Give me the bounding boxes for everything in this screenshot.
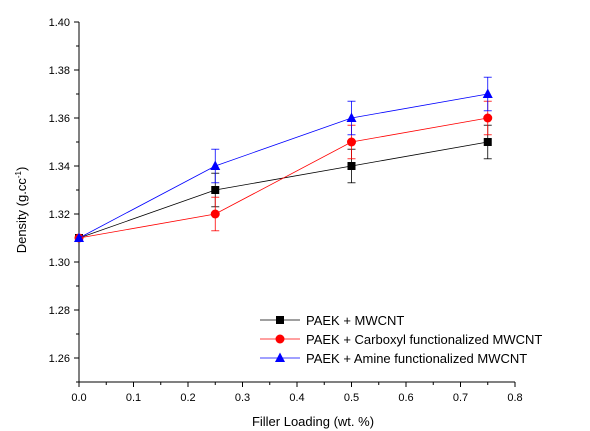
legend-marker bbox=[275, 352, 285, 362]
series-line bbox=[78, 93, 488, 239]
legend-label: PAEK + Carboxyl functionalized MWCNT bbox=[306, 332, 542, 347]
x-axis-label: Filler Loading (wt. %) bbox=[252, 414, 374, 429]
data-point bbox=[347, 162, 356, 170]
data-point bbox=[74, 232, 84, 242]
y-tick-label: 1.36 bbox=[49, 113, 70, 125]
legend-marker bbox=[276, 316, 284, 324]
x-tick-label: 0.2 bbox=[180, 392, 195, 404]
y-tick-label: 1.30 bbox=[49, 257, 70, 269]
series-line bbox=[78, 117, 488, 239]
y-axis-label: Density (g.cc-1) bbox=[14, 167, 29, 254]
x-tick-label: 0.5 bbox=[344, 392, 359, 404]
axes: 0.0 0.1 0.2 0.3 0.4 0.5 0.6 0.7 0.8 1.26 1.28 1.30 1… bbox=[49, 17, 523, 404]
series-3 bbox=[74, 76, 493, 242]
x-tick-label: 0.7 bbox=[453, 392, 468, 404]
data-point bbox=[483, 113, 493, 123]
legend-item-3: PAEK + Amine functionalized MWCNT bbox=[260, 351, 527, 366]
y-axis-label-tail: ) bbox=[14, 167, 29, 171]
legend: PAEK + MWCNT PAEK + Carboxyl functionaliz… bbox=[260, 313, 542, 366]
y-axis-label-main: Density (g.cc bbox=[14, 178, 29, 254]
x-tick-label: 0.6 bbox=[398, 392, 413, 404]
y-tick-label: 1.26 bbox=[49, 353, 70, 365]
legend-item-2: PAEK + Carboxyl functionalized MWCNT bbox=[260, 332, 542, 347]
y-tick-label: 1.38 bbox=[49, 65, 70, 77]
y-tick-label: 1.40 bbox=[49, 17, 70, 29]
x-tick-label: 0.3 bbox=[235, 392, 250, 404]
x-tick-label: 0.4 bbox=[289, 392, 304, 404]
data-point bbox=[482, 88, 493, 98]
data-point bbox=[211, 186, 220, 194]
legend-item-1: PAEK + MWCNT bbox=[260, 313, 404, 328]
x-tick-label: 0.8 bbox=[507, 392, 522, 404]
y-tick-label: 1.32 bbox=[49, 209, 70, 221]
y-tick-label: 1.34 bbox=[49, 161, 70, 173]
legend-marker bbox=[275, 334, 285, 344]
plot-marks bbox=[74, 76, 493, 243]
x-tick-label: 0.0 bbox=[71, 392, 86, 404]
legend-label: PAEK + Amine functionalized MWCNT bbox=[306, 351, 527, 366]
y-tick-label: 1.28 bbox=[49, 305, 70, 317]
y-axis-label-sup: -1 bbox=[14, 171, 23, 179]
legend-label: PAEK + MWCNT bbox=[306, 313, 404, 328]
data-point bbox=[210, 209, 220, 219]
series-1 bbox=[75, 124, 492, 242]
data-point bbox=[347, 137, 356, 147]
data-point bbox=[483, 138, 492, 146]
data-point bbox=[346, 112, 357, 122]
x-tick-label: 0.1 bbox=[126, 392, 141, 404]
data-point bbox=[210, 160, 221, 170]
series-2 bbox=[74, 100, 493, 243]
series-line bbox=[78, 141, 488, 239]
